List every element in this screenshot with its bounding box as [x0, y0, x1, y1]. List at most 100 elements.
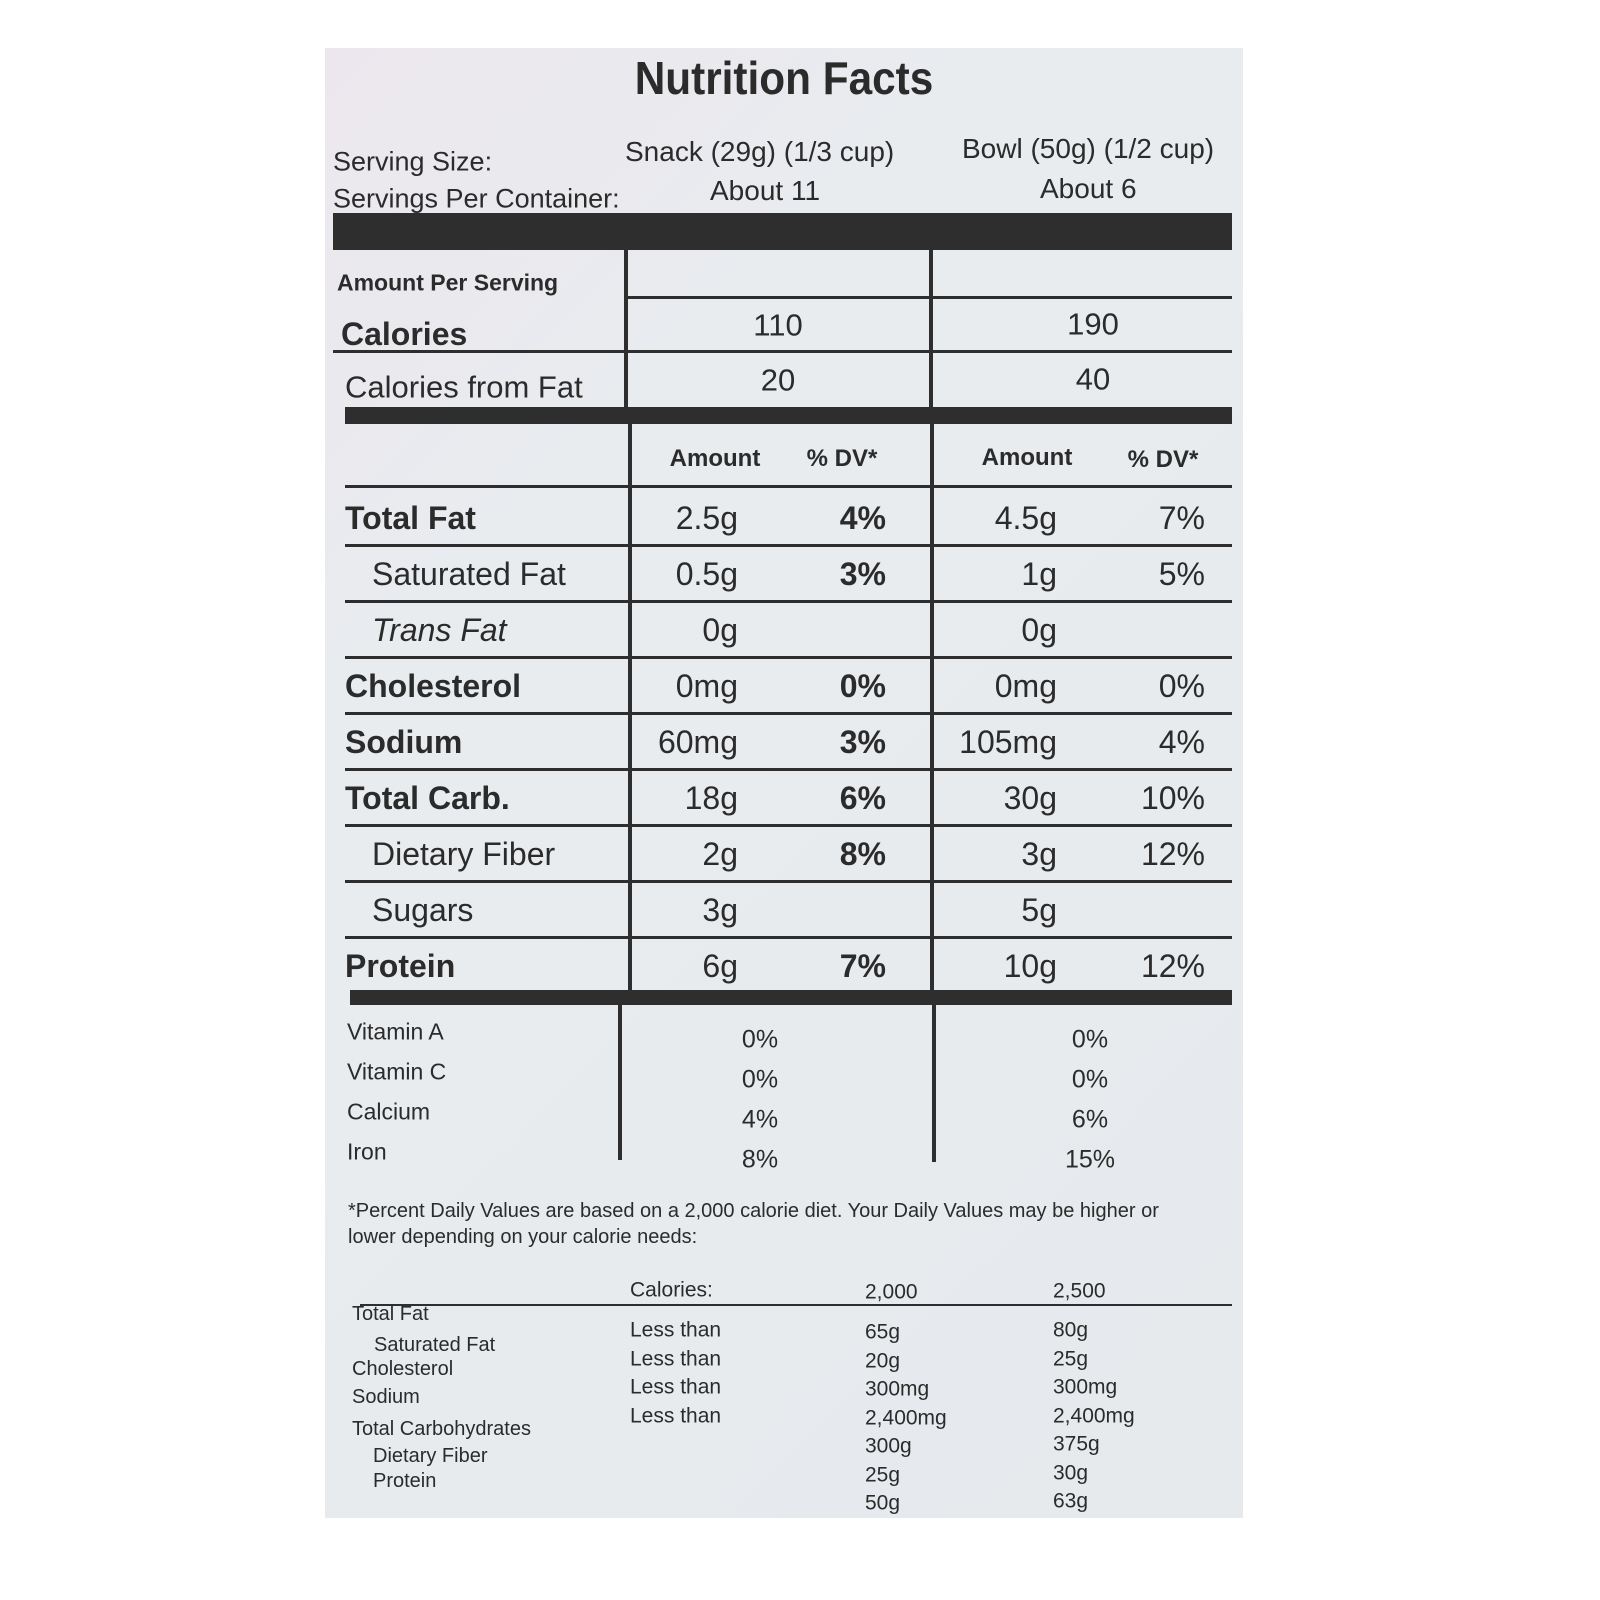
- serving-size-label: Serving Size:: [333, 146, 493, 177]
- thin-rule: [345, 880, 1232, 883]
- calories-label: Calories: [341, 316, 468, 352]
- dv-name: Total Fat: [352, 1303, 429, 1325]
- dv-2000: 50g: [865, 1491, 901, 1515]
- calories-fat-label: Calories from Fat: [345, 369, 583, 405]
- snack-amount: 60mg: [657, 724, 738, 760]
- calories-fat-snack: 20: [760, 362, 796, 398]
- dv-name: Protein: [373, 1470, 437, 1492]
- bowl-amount: 3g: [1021, 836, 1057, 872]
- bowl-dv: 5%: [1158, 556, 1205, 592]
- bowl-dv: 12%: [1140, 948, 1205, 984]
- vitamin-snack: 0%: [741, 1025, 779, 1054]
- vitamin-bowl: 0%: [1071, 1025, 1109, 1054]
- nutrient-name: Sugars: [372, 892, 474, 928]
- dv-name: Dietary Fiber: [373, 1445, 488, 1467]
- dv-2500: 80g: [1053, 1318, 1089, 1342]
- bowl-amount: 0mg: [994, 668, 1057, 704]
- snack-dv: 3%: [839, 724, 886, 760]
- nutrient-name: Protein: [345, 948, 456, 984]
- snack-amount: 2g: [702, 836, 738, 872]
- snack-dv: 7%: [839, 948, 886, 984]
- vitamin-snack: 0%: [741, 1065, 779, 1094]
- nutrient-name: Trans Fat: [372, 612, 507, 648]
- dv-2500: 2,400mg: [1053, 1404, 1135, 1427]
- thin-rule: [345, 712, 1232, 715]
- vitamin-bowl: 6%: [1071, 1105, 1109, 1134]
- bowl-dv: 7%: [1158, 500, 1205, 536]
- vitamin-name: Calcium: [347, 1098, 431, 1125]
- snack-dv: 3%: [839, 556, 886, 592]
- dv-name: Saturated Fat: [374, 1334, 496, 1356]
- thick-rule: [345, 407, 1232, 424]
- column-divider: [930, 424, 934, 990]
- amount-per-serving: Amount Per Serving: [337, 269, 559, 296]
- calories-fat-bowl: 40: [1075, 361, 1111, 397]
- thin-rule: [360, 1304, 1232, 1306]
- footnote: *Percent Daily Values are based on a 2,0…: [348, 1200, 1159, 1248]
- servings-label: Servings Per Container:: [333, 183, 620, 214]
- servings-snack: About 11: [710, 175, 821, 206]
- dv-header: 2,500: [1053, 1279, 1106, 1303]
- column-divider: [628, 424, 632, 990]
- serving-size-bowl: Bowl (50g) (1/2 cup): [962, 133, 1215, 164]
- column-header: % DV*: [806, 445, 878, 472]
- dv-qualifier: Less than: [630, 1347, 722, 1370]
- thin-rule: [345, 600, 1232, 603]
- dv-2000: 2,400mg: [865, 1406, 947, 1429]
- column-divider: [618, 1005, 622, 1160]
- thin-rule: [345, 768, 1232, 771]
- dv-2500: 375g: [1053, 1432, 1100, 1456]
- vitamin-snack: 8%: [741, 1145, 779, 1174]
- vitamin-bowl: 15%: [1064, 1145, 1116, 1174]
- nutrient-name: Dietary Fiber: [372, 836, 556, 872]
- thin-rule: [345, 656, 1232, 659]
- vitamin-name: Iron: [347, 1138, 387, 1165]
- bowl-amount: 1g: [1021, 556, 1057, 592]
- thin-rule: [345, 824, 1232, 827]
- dv-name: Sodium: [352, 1386, 420, 1408]
- dv-qualifier: Less than: [630, 1404, 722, 1427]
- nutrient-name: Cholesterol: [345, 668, 522, 704]
- dv-2000: 300mg: [865, 1377, 930, 1401]
- bowl-amount: 0g: [1021, 612, 1057, 648]
- column-divider: [624, 250, 628, 410]
- bowl-amount: 4.5g: [994, 500, 1057, 536]
- bowl-dv: 0%: [1158, 668, 1205, 704]
- servings-bowl: About 6: [1040, 173, 1137, 204]
- column-header: Amount: [669, 445, 761, 472]
- nutrient-name: Sodium: [345, 724, 463, 760]
- column-divider: [932, 1005, 936, 1162]
- serving-size-snack: Snack (29g) (1/3 cup): [625, 136, 895, 167]
- column-header: Amount: [981, 444, 1073, 471]
- bowl-amount: 5g: [1021, 892, 1057, 928]
- dv-name: Cholesterol: [352, 1358, 454, 1380]
- dv-2000: 300g: [865, 1434, 912, 1458]
- bowl-amount: 30g: [1003, 780, 1057, 816]
- dv-2500: 63g: [1053, 1489, 1089, 1513]
- vitamin-snack: 4%: [741, 1105, 779, 1134]
- snack-dv: 8%: [839, 836, 886, 872]
- nutrient-name: Total Carb.: [345, 780, 510, 816]
- dv-2000: 25g: [865, 1463, 901, 1486]
- column-header: % DV*: [1127, 446, 1199, 473]
- calories-snack: 110: [753, 307, 803, 343]
- snack-dv: 6%: [839, 780, 886, 816]
- snack-dv: 4%: [839, 500, 886, 536]
- nutrient-name: Total Fat: [345, 500, 476, 536]
- snack-amount: 2.5g: [675, 500, 738, 536]
- dv-2000: 65g: [865, 1320, 901, 1344]
- dv-2500: 300mg: [1053, 1375, 1118, 1399]
- dv-header: Calories:: [630, 1278, 713, 1302]
- snack-amount: 18g: [684, 780, 738, 816]
- snack-amount: 6g: [702, 948, 738, 984]
- snack-amount: 0g: [702, 612, 738, 648]
- snack-dv: 0%: [839, 668, 886, 704]
- column-divider: [929, 250, 933, 410]
- snack-amount: 0mg: [675, 668, 738, 704]
- dv-header: 2,000: [865, 1280, 918, 1304]
- vitamin-bowl: 0%: [1071, 1065, 1109, 1094]
- thick-rule: [350, 990, 1232, 1005]
- bowl-amount: 10g: [1003, 948, 1057, 984]
- thin-rule: [345, 544, 1232, 547]
